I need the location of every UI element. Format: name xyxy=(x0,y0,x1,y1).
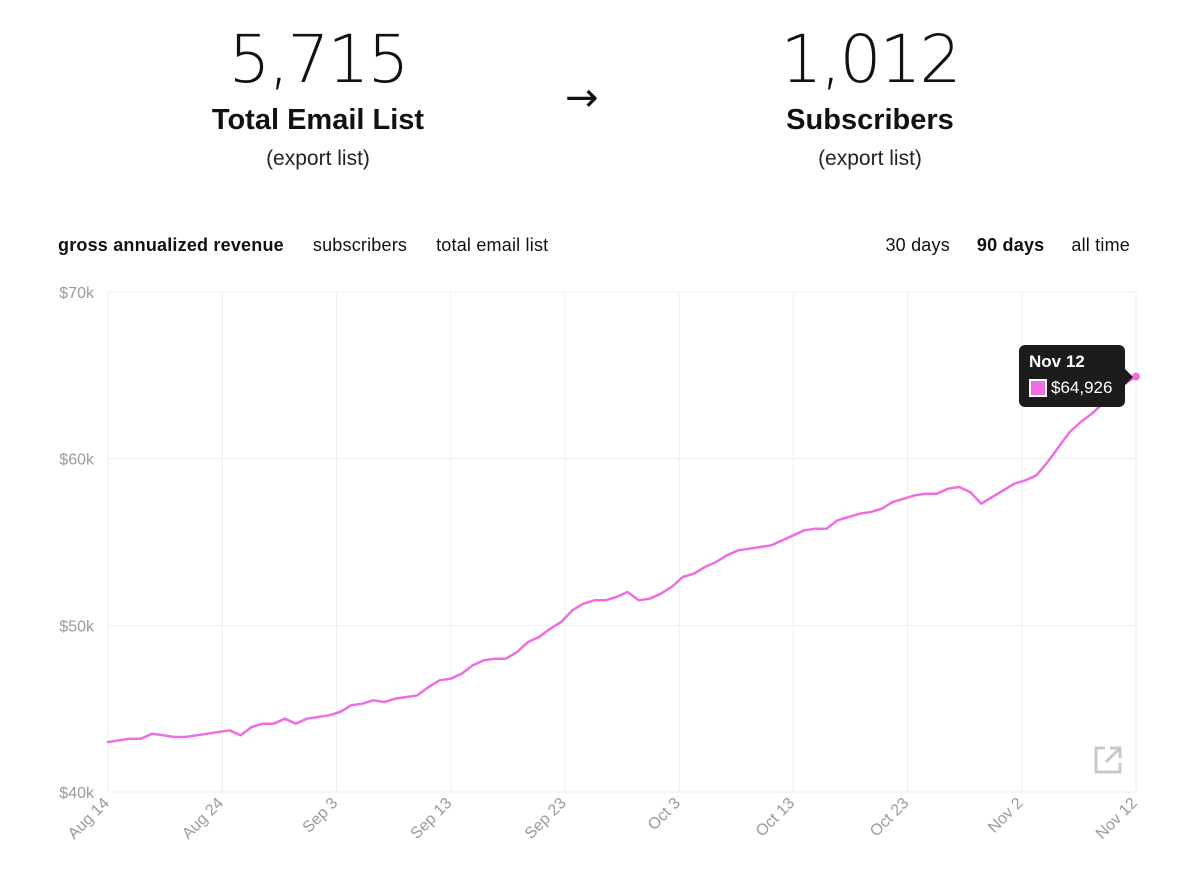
subscribers-stat: 1,012 Subscribers (export list) xyxy=(690,22,1050,174)
x-tick-label: Nov 2 xyxy=(985,795,1027,837)
arrow-right-icon: → xyxy=(565,75,599,121)
x-tick-label: Oct 3 xyxy=(645,795,684,834)
tooltip-date: Nov 12 xyxy=(1029,352,1085,371)
tab-90-days[interactable]: 90 days xyxy=(976,235,1045,255)
x-tick-label: Oct 13 xyxy=(753,795,798,840)
y-tick-label: $40k xyxy=(59,785,95,802)
tab-30-days[interactable]: 30 days xyxy=(885,235,950,255)
tooltip-series-swatch xyxy=(1029,379,1047,397)
x-tick-label: Sep 13 xyxy=(408,795,456,843)
total-email-list-stat: 5,715 Total Email List (export list) xyxy=(138,22,498,174)
tab-all-time[interactable]: all time xyxy=(1071,235,1130,255)
range-tabs: 30 days 90 days all time xyxy=(858,232,1130,258)
tab-subscribers[interactable]: subscribers xyxy=(312,235,408,255)
tooltip-value: $64,926 xyxy=(1051,378,1113,397)
chart-tooltip: Nov 12 $64,926 xyxy=(1019,345,1133,407)
x-tick-label: Nov 12 xyxy=(1093,795,1141,843)
y-tick-label: $70k xyxy=(59,285,95,302)
tab-gross-annualized-revenue[interactable]: gross annualized revenue xyxy=(58,235,284,255)
hovered-data-point xyxy=(1132,372,1140,381)
y-tick-label: $50k xyxy=(59,618,95,635)
x-tick-label: Sep 23 xyxy=(522,795,570,843)
subscribers-value: 1,012 xyxy=(780,21,962,98)
y-tick-label: $60k xyxy=(59,452,95,469)
export-subscribers-link[interactable]: (export list) xyxy=(818,147,922,170)
total-email-list-label: Total Email List xyxy=(211,104,425,136)
total-email-list-value: 5,715 xyxy=(228,21,410,98)
x-tick-label: Oct 23 xyxy=(867,795,912,840)
revenue-series-line xyxy=(106,375,1138,744)
x-tick-label: Aug 24 xyxy=(179,795,227,843)
tab-total-email-list[interactable]: total email list xyxy=(436,235,549,255)
metric-tabs: gross annualized revenue subscribers total… xyxy=(58,232,577,258)
x-tick-label: Sep 3 xyxy=(300,795,342,837)
subscribers-label: Subscribers xyxy=(786,104,954,136)
external-link-icon[interactable] xyxy=(1092,744,1124,781)
export-email-list-link[interactable]: (export list) xyxy=(266,147,370,170)
